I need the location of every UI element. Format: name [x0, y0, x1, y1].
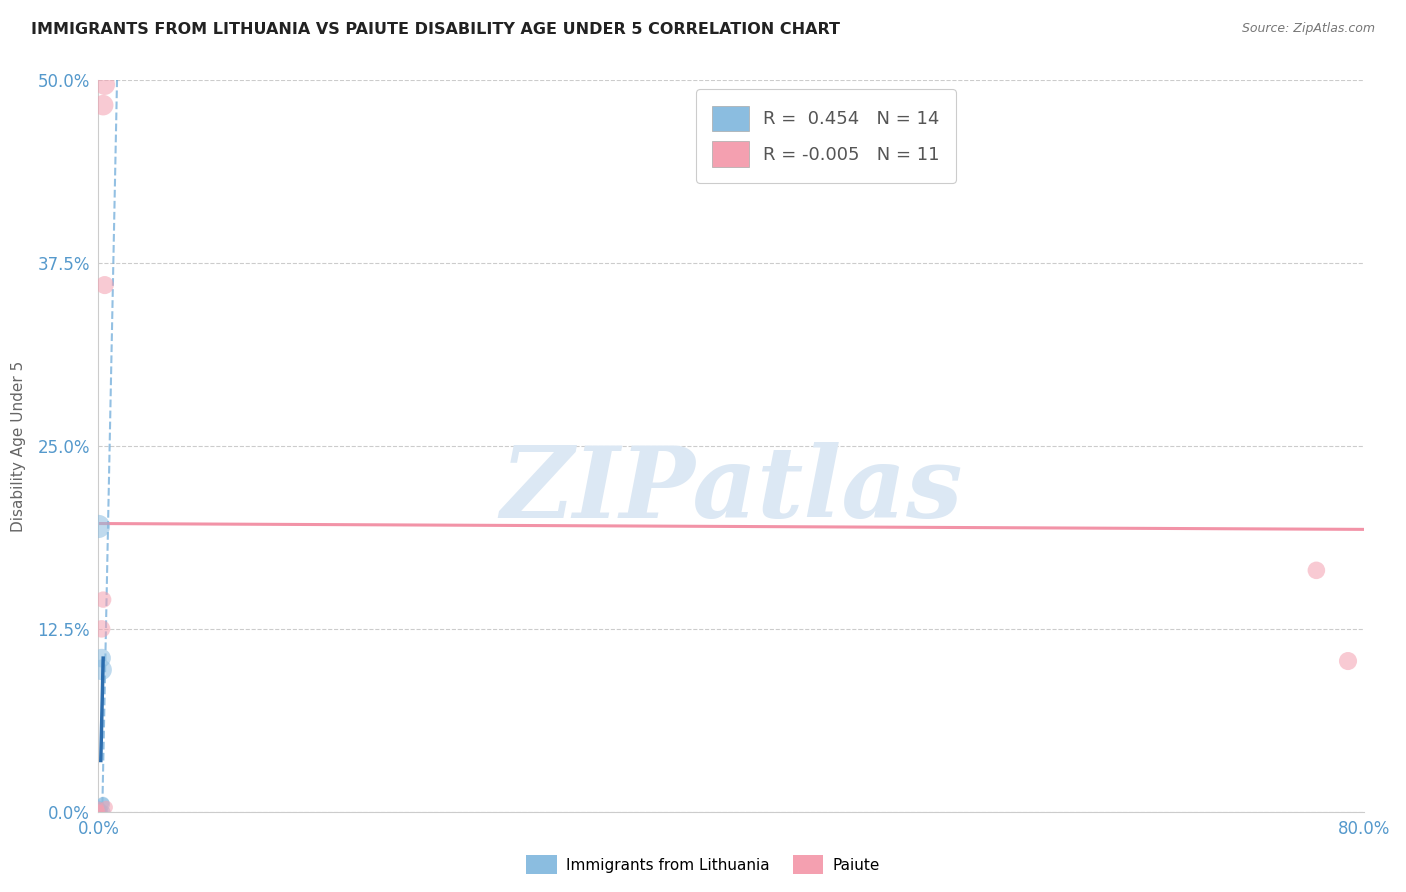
Point	[90, 622, 112, 636]
Point	[91, 796, 114, 810]
Text: ZIPatlas: ZIPatlas	[501, 442, 962, 538]
Point	[87, 805, 110, 819]
Point	[93, 278, 117, 293]
Point	[87, 805, 110, 819]
Point	[87, 802, 110, 816]
Point	[87, 798, 110, 813]
Y-axis label: Disability Age Under 5: Disability Age Under 5	[11, 360, 27, 532]
Legend: R =  0.454   N = 14, R = -0.005   N = 11: R = 0.454 N = 14, R = -0.005 N = 11	[696, 89, 956, 183]
Point	[87, 803, 110, 817]
Point	[87, 805, 110, 819]
Point	[87, 800, 110, 814]
Point	[93, 805, 117, 819]
Point	[93, 78, 117, 92]
Point	[90, 663, 112, 677]
Point	[91, 98, 114, 112]
Legend: Immigrants from Lithuania, Paiute: Immigrants from Lithuania, Paiute	[520, 849, 886, 880]
Point	[87, 800, 110, 814]
Point	[96, 800, 118, 814]
Text: Source: ZipAtlas.com: Source: ZipAtlas.com	[1241, 22, 1375, 36]
Point	[87, 805, 110, 819]
Point	[1305, 563, 1327, 577]
Point	[90, 651, 112, 665]
Point	[87, 803, 110, 817]
Point	[87, 519, 110, 533]
Text: IMMIGRANTS FROM LITHUANIA VS PAIUTE DISABILITY AGE UNDER 5 CORRELATION CHART: IMMIGRANTS FROM LITHUANIA VS PAIUTE DISA…	[31, 22, 839, 37]
Point	[1337, 654, 1360, 668]
Point	[91, 592, 114, 607]
Point	[87, 803, 110, 817]
Point	[91, 797, 114, 812]
